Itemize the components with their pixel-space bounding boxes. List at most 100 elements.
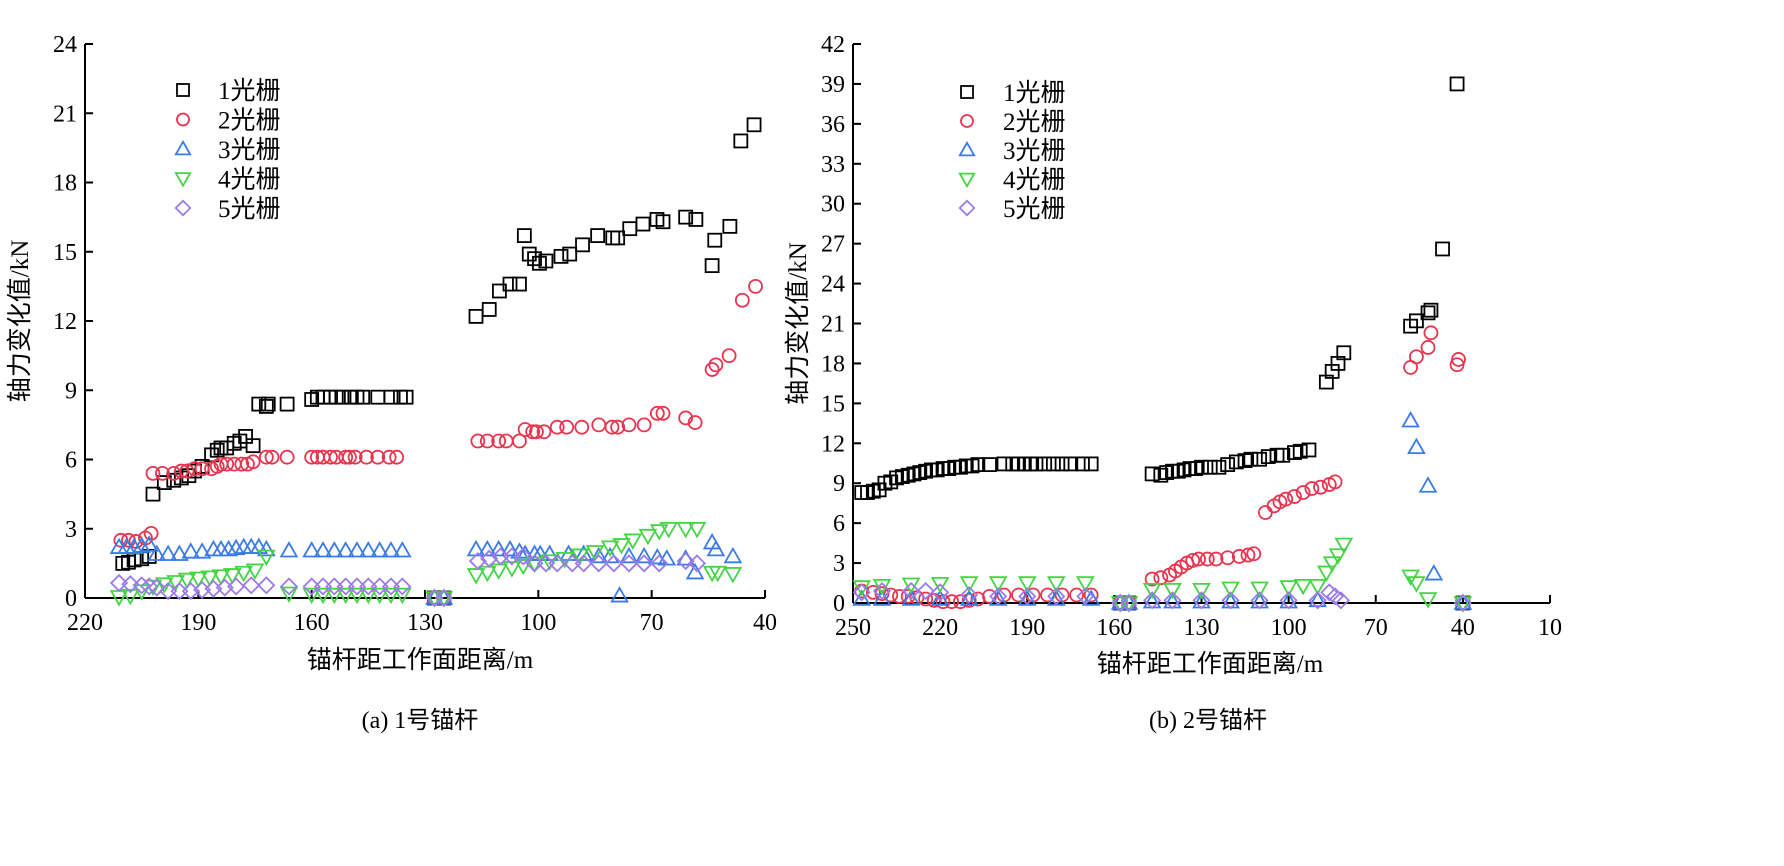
data-point [245,454,261,470]
data-point [481,302,497,317]
data-point [600,540,620,557]
data-point [1295,485,1311,500]
data-point [901,589,921,606]
y-tick-label: 42 [821,32,845,58]
data-point [723,567,743,584]
data-point [227,577,246,596]
data-point [347,449,363,465]
legend-label: 4光栅 [218,166,281,194]
data-point [1221,591,1240,610]
y-tick-label: 39 [821,72,845,98]
data-point [1334,537,1354,555]
series-4 [852,537,1473,613]
data-point [1063,456,1079,472]
data-point [491,433,507,449]
x-tick-label: 70 [640,610,664,636]
data-point [514,547,533,566]
data-point [706,539,726,557]
data-point [562,246,578,262]
data-point [1292,443,1308,459]
legend-label: 2光栅 [1003,108,1066,136]
data-point [479,433,495,449]
legend-marker-3 [174,139,192,156]
data-point [324,587,344,605]
data-point [1045,456,1061,472]
data-point [517,422,533,437]
data-point [347,587,367,605]
series-3 [852,411,1473,610]
y-tick-label: 30 [821,192,845,218]
data-point [589,554,608,573]
data-point [245,563,265,580]
data-point [370,587,390,605]
data-point [257,576,276,595]
y-tick-label: 24 [53,32,77,58]
data-point [434,588,453,608]
data-point [1075,456,1090,472]
data-point [1163,582,1182,600]
data-point [575,237,590,253]
data-point [1257,505,1273,520]
data-point [121,575,140,594]
legend-label: 5光栅 [1003,195,1066,223]
data-point [392,541,412,558]
data-point [1250,581,1269,598]
data-point [1083,456,1099,472]
data-point [852,583,871,602]
data-point [155,465,170,481]
data-point [1028,456,1044,472]
data-point [1191,551,1206,567]
data-point [1192,591,1211,610]
x-tick-label: 160 [1096,615,1132,641]
data-point [1246,546,1262,562]
data-point [1301,442,1317,458]
data-point [604,554,623,573]
x-tick-label: 130 [407,610,443,636]
data-point [574,554,593,573]
data-point [302,541,322,558]
data-point [678,209,694,225]
data-point [708,357,724,373]
data-point [1278,491,1294,507]
x-tick-label: 40 [753,610,777,636]
data-point [989,587,1008,606]
data-point [1211,459,1227,475]
data-point [1420,340,1436,355]
data-point [610,419,626,435]
data-point [279,541,299,558]
data-point [1046,576,1066,593]
data-point [1308,591,1327,610]
data-point [468,551,487,571]
x-tick-label: 250 [835,615,871,641]
data-point [746,117,762,133]
data-point [1453,593,1473,610]
data-point [852,589,872,606]
x-axis-label: 锚杆距工作面距离/m [1097,650,1324,678]
chart-panel-a: 0 3 6 9 12 15 18 21 24 220 190 160 130 100 70 40 锚杆距工作面距… [6,32,777,734]
y-tick-label: 21 [821,312,845,338]
legend-marker-5 [174,199,192,217]
data-point [1451,352,1466,367]
legend-label: 1光栅 [218,77,281,105]
data-point [398,389,414,405]
y-tick-label: 15 [821,391,845,417]
data-point [1409,313,1424,329]
data-point [109,573,129,593]
data-point [649,524,669,541]
chart-caption: (b) 2号锚杆 [1149,707,1267,734]
data-point [1083,587,1099,603]
data-point [1252,451,1267,467]
data-point [1449,76,1465,92]
data-point [961,592,977,608]
data-point [370,449,386,465]
data-point [251,396,267,412]
data-point [619,546,639,564]
data-point [1220,457,1236,472]
data-point [249,537,269,554]
y-tick-label: 0 [833,591,845,617]
data-point [610,586,629,603]
data-point [722,218,738,234]
x-tick-label: 220 [67,610,103,636]
data-point [612,538,631,555]
data-point [708,565,728,583]
